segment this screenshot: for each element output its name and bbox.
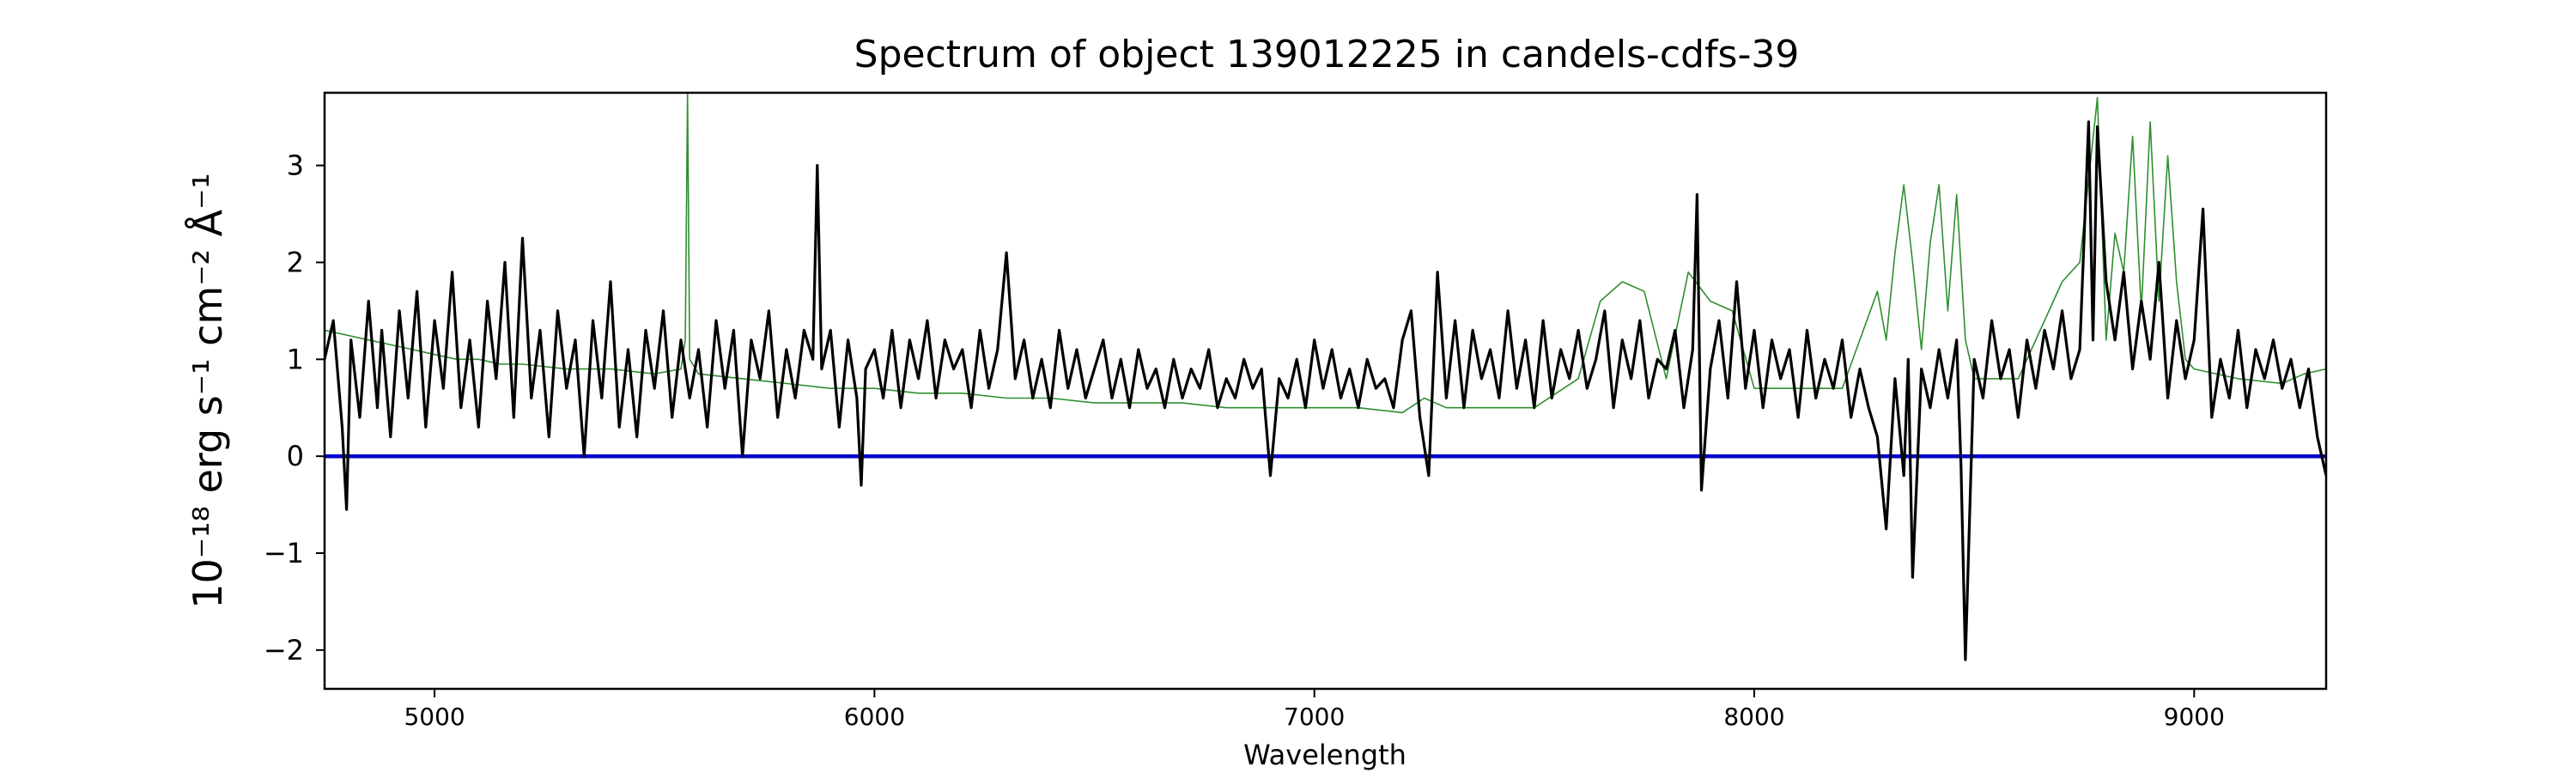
- chart-title: Spectrum of object 139012225 in candels-…: [854, 33, 1800, 76]
- y-tick-label: 1: [287, 343, 304, 375]
- series-line-model: [325, 93, 2326, 414]
- series-line-flux: [325, 120, 2326, 661]
- y-tick-label: −2: [264, 634, 304, 666]
- x-tick-label: 5000: [404, 703, 465, 731]
- x-tick-label: 7000: [1284, 703, 1345, 731]
- x-tick-label: 6000: [844, 703, 905, 731]
- y-tick-label: −1: [264, 537, 304, 569]
- x-axis-label: Wavelength: [1243, 739, 1406, 771]
- y-tick-label: 3: [287, 149, 304, 182]
- y-axis-label: 10⁻¹⁸ erg s⁻¹ cm⁻² Å⁻¹: [185, 173, 231, 608]
- y-axis: −2 −1 0 1 2 3: [264, 149, 325, 666]
- plot-series-group: [325, 93, 2326, 661]
- x-tick-label: 8000: [1723, 703, 1784, 731]
- y-tick-label: 2: [287, 246, 304, 278]
- plot-frame: [323, 91, 2328, 691]
- x-axis: 5000 6000 7000 8000 9000: [404, 689, 2225, 731]
- x-tick-label: 9000: [2164, 703, 2225, 731]
- y-tick-label: 0: [287, 440, 304, 472]
